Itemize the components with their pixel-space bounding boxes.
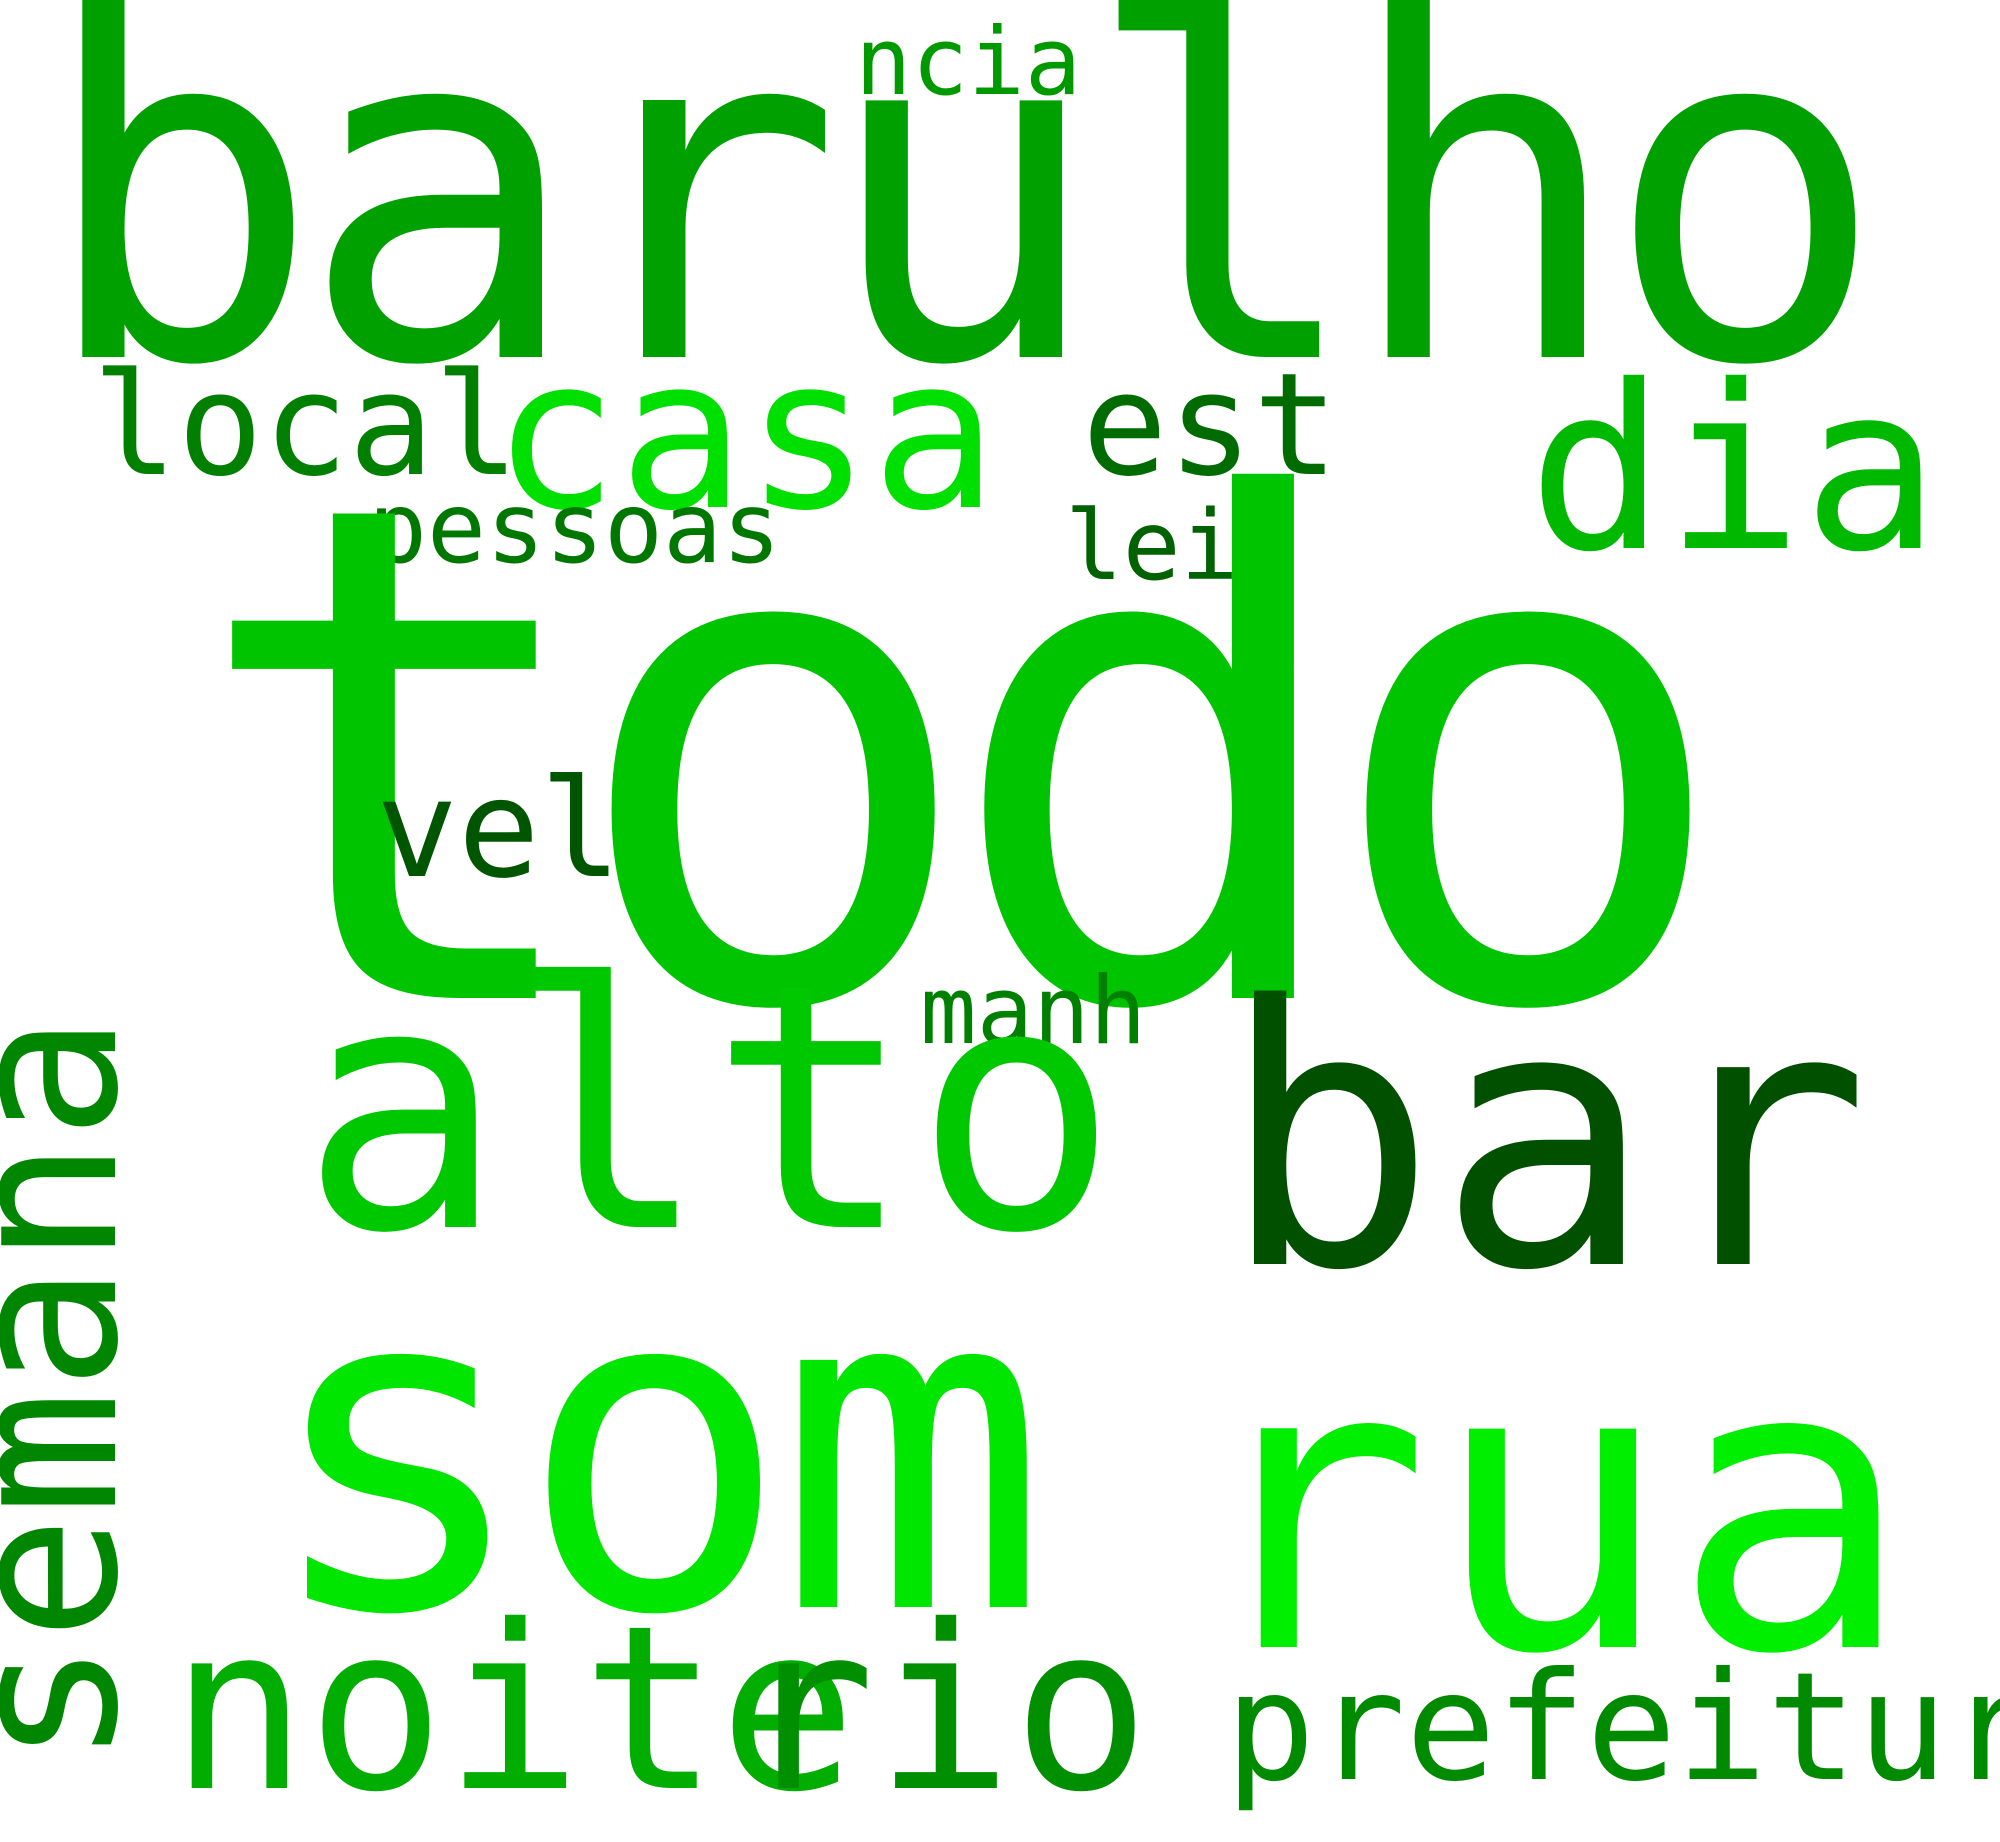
- word-manh: manh: [920, 957, 1147, 1066]
- word-est: est: [1082, 343, 1339, 508]
- word-local: local: [92, 343, 520, 508]
- word-dia: dia: [1528, 336, 1940, 602]
- word-todo: todo: [188, 358, 1736, 1161]
- word-noite: noite: [170, 1576, 857, 1842]
- word-bar: bar: [1220, 930, 1871, 1349]
- word-rua: rua: [1190, 1277, 1913, 1742]
- word-prefeitura: prefeitura: [1225, 1641, 2000, 1815]
- word-rio: rio: [738, 1576, 1150, 1842]
- word-pessoas: pessoas: [368, 472, 782, 586]
- word-ncia: ncia: [855, 8, 1082, 117]
- word-semana: semana: [0, 1014, 165, 1766]
- word-barulho: barulho: [38, 0, 1887, 468]
- word-vel: vel: [376, 751, 622, 909]
- word-som: som: [260, 1187, 1048, 1714]
- word-casa: casa: [492, 312, 998, 557]
- word-alto: alto: [300, 912, 1119, 1308]
- word-lei: lei: [1065, 490, 1239, 602]
